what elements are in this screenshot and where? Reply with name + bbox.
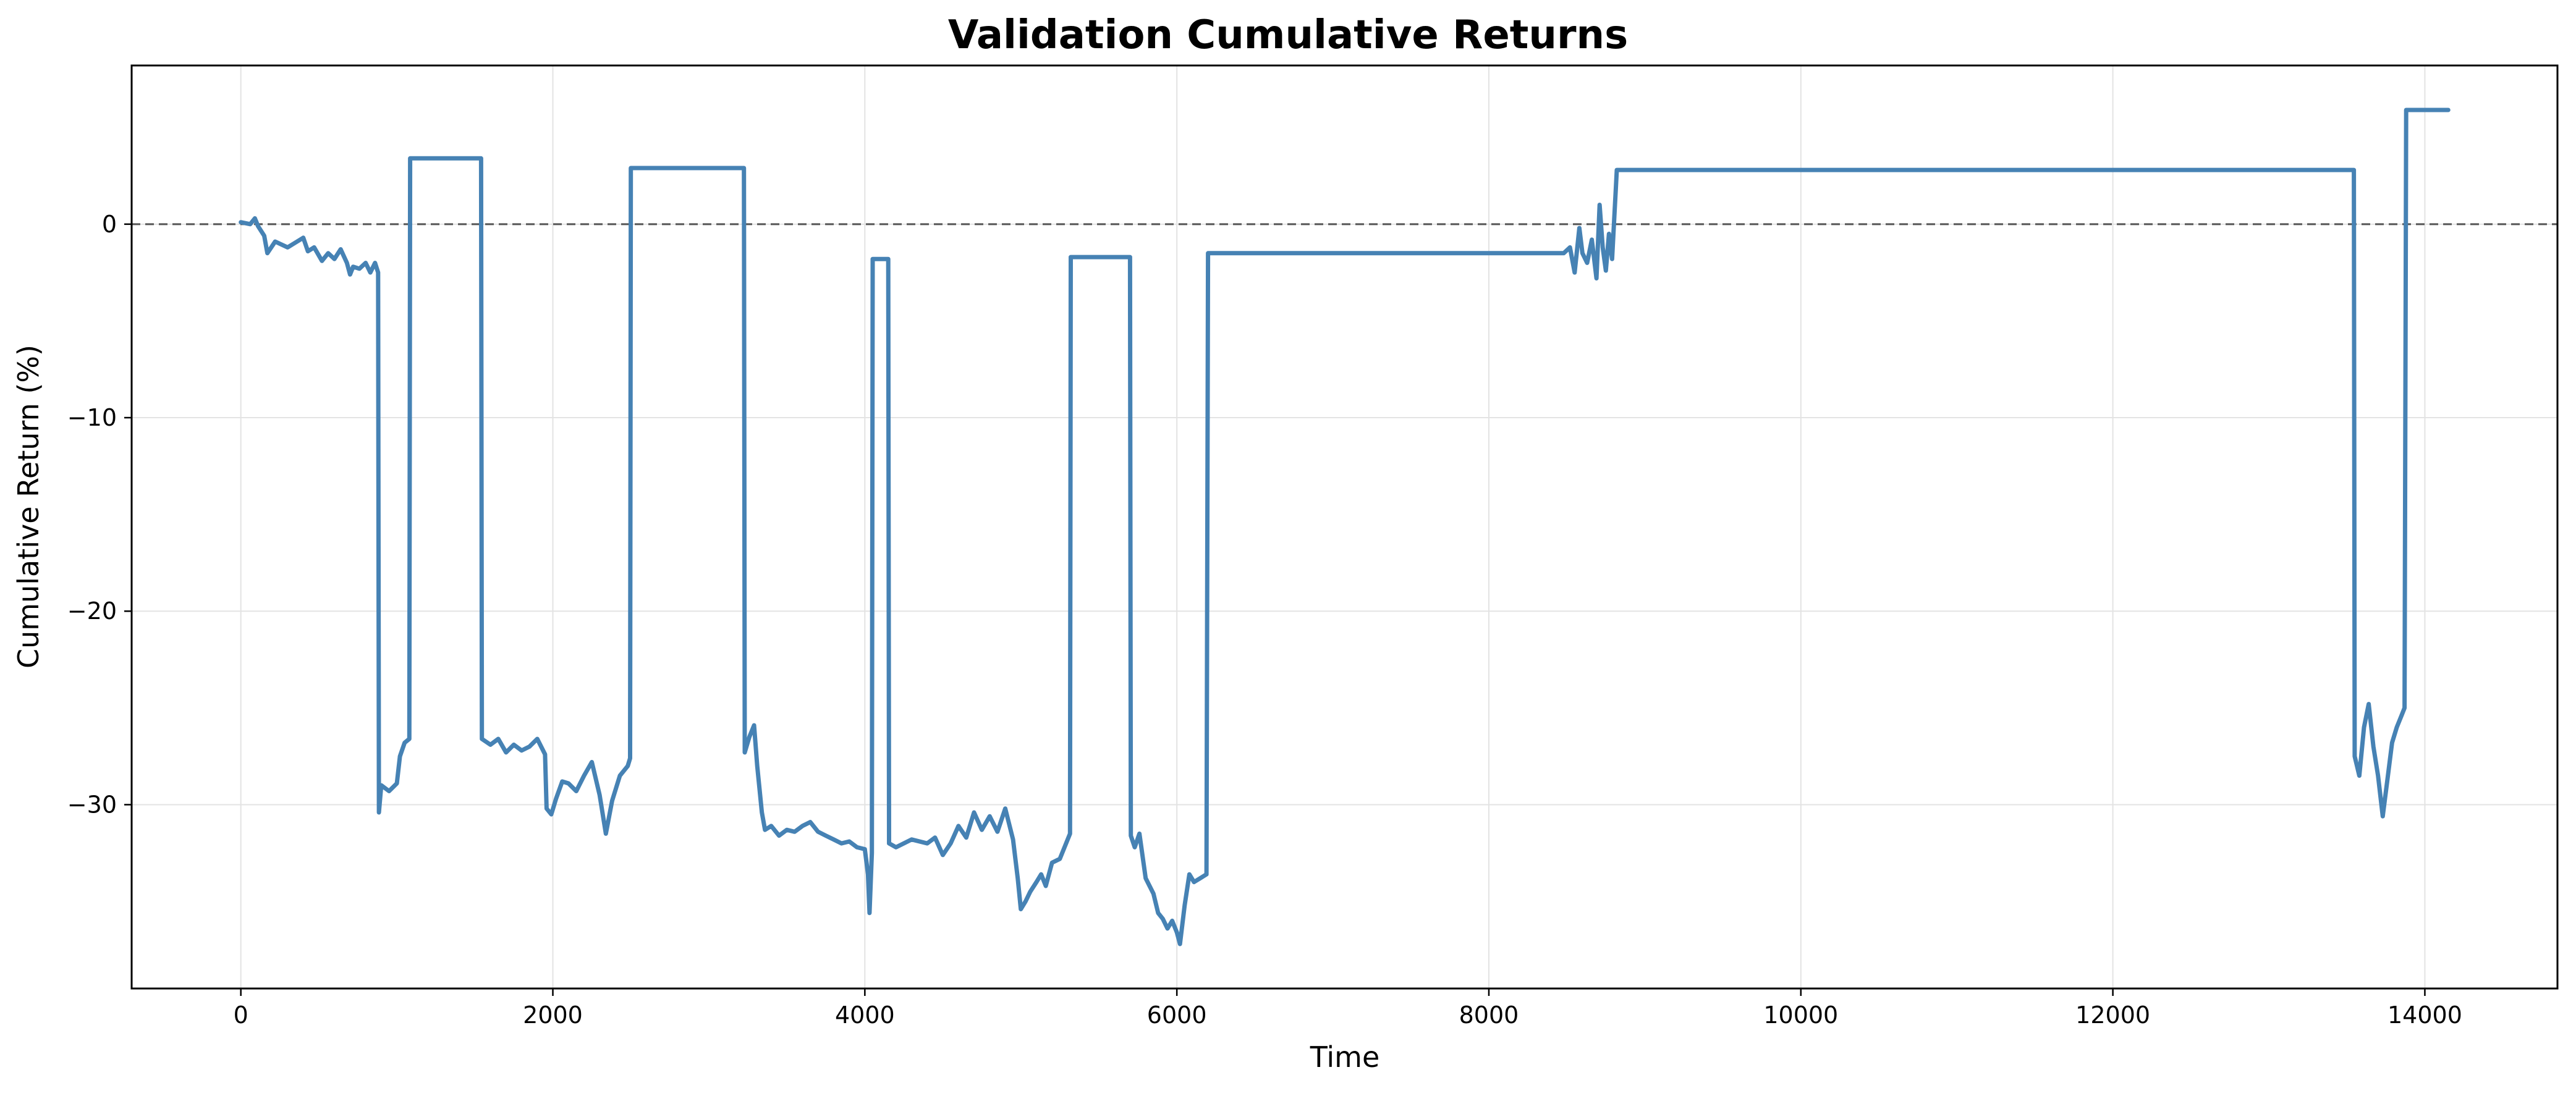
x-tick-label: 12000 <box>2075 1001 2150 1029</box>
chart-title: Validation Cumulative Returns <box>948 12 1628 58</box>
series-layer <box>239 107 2451 946</box>
x-tick-label: 14000 <box>2387 1001 2462 1029</box>
y-axis-label: Cumulative Return (%) <box>12 345 45 668</box>
x-tick-label: 0 <box>234 1001 248 1029</box>
x-tick-label: 2000 <box>523 1001 583 1029</box>
grid-lines <box>132 65 2557 989</box>
x-tick-label: 8000 <box>1459 1001 1519 1029</box>
y-tick-label: 0 <box>102 211 117 238</box>
series-line-0 <box>239 107 2451 946</box>
y-tick-label: −20 <box>67 597 117 625</box>
x-axis-label: Time <box>1310 1040 1380 1074</box>
x-tick-label: 10000 <box>1763 1001 1838 1029</box>
axis-ticks: 0 2000 4000 6000 8000 10000 12000 14000 −30 −20 −1… <box>67 211 2462 1029</box>
plot-frame <box>130 64 2559 990</box>
y-tick-label: −30 <box>67 791 117 818</box>
y-tick-label: −10 <box>67 404 117 431</box>
x-tick-label: 6000 <box>1147 1001 1207 1029</box>
x-tick-label: 4000 <box>835 1001 895 1029</box>
